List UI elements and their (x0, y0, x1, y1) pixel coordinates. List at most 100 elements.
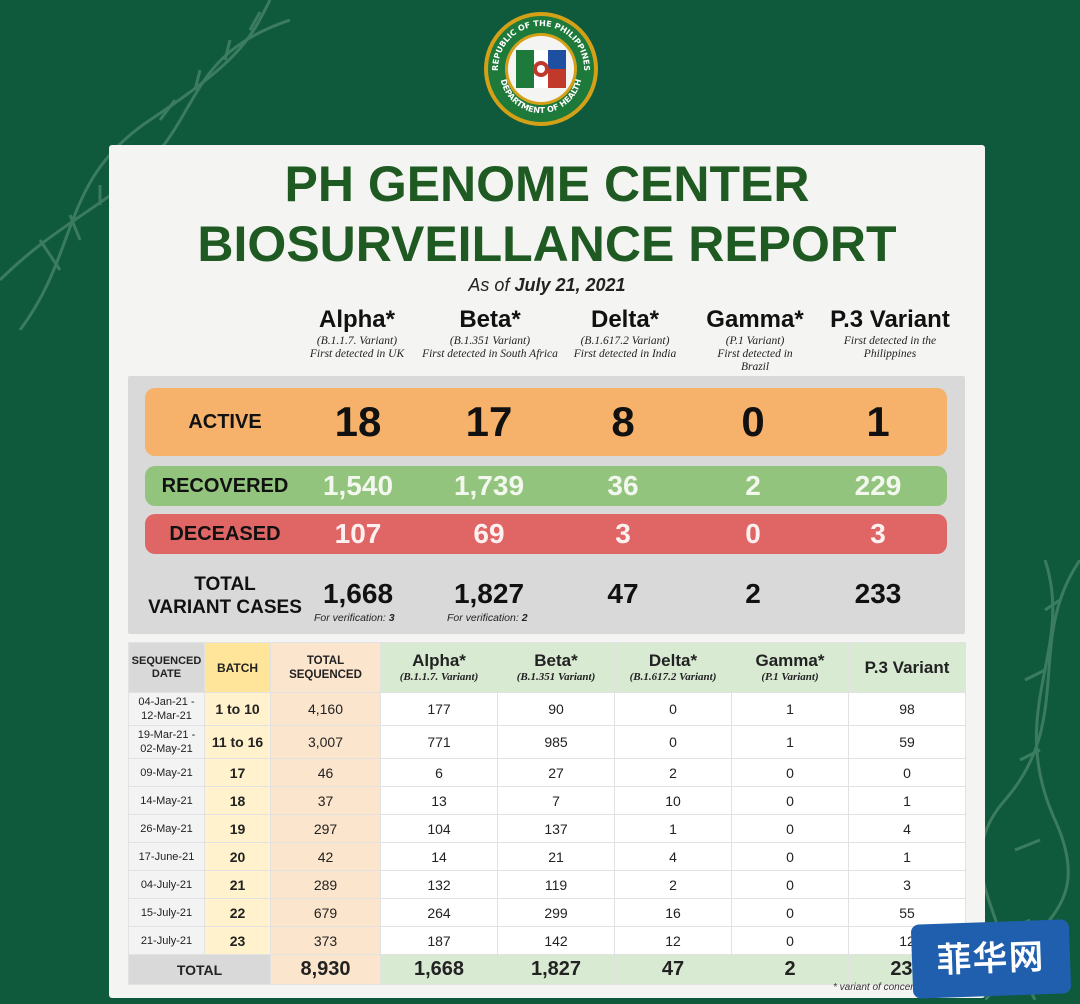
header-variant-lineage: (B.1.1.7. Variant) (399, 671, 479, 683)
cell-batch: 22 (204, 898, 271, 927)
recovered-row: RECOVERED 1,540 1,739 36 2 229 (145, 466, 947, 506)
header-batch: BATCH (204, 642, 271, 693)
cell-alpha: 6 (380, 758, 498, 787)
deceased-beta: 69 (473, 518, 505, 549)
table-row: 19-Mar-21 -02-May-21 11 to 16 3,007 771 … (128, 725, 966, 759)
cell-batch: 19 (204, 814, 271, 843)
site-watermark-logo: 菲华网 (910, 919, 1072, 999)
cell-p3: 1 (848, 786, 966, 815)
cell-total: 679 (270, 898, 381, 927)
deceased-gamma: 0 (745, 518, 761, 549)
date-line1: 04-Jan-21 - (138, 696, 195, 708)
summary-panel: ACTIVE 18 17 8 0 1 RECOVERED 1,540 1,739… (128, 376, 965, 634)
cell-gamma: 0 (731, 814, 849, 843)
variant-name: Delta* (590, 306, 660, 333)
table-row: 26-May-21 19 297 104 137 1 0 4 (128, 814, 966, 843)
totals-beta: 1,827 (497, 954, 615, 985)
cell-delta: 16 (614, 898, 732, 927)
cell-alpha: 771 (380, 725, 498, 759)
table-row: 21-July-21 23 373 187 142 12 0 12 (128, 926, 966, 955)
table-row: 09-May-21 17 46 6 27 2 0 0 (128, 758, 966, 787)
totals-sequenced: 8,930 (270, 954, 381, 985)
cell-alpha: 104 (380, 814, 498, 843)
cell-alpha: 14 (380, 842, 498, 871)
cell-gamma: 0 (731, 926, 849, 955)
recovered-beta: 1,739 (453, 470, 525, 501)
header-total-line1: TOTAL (306, 654, 345, 667)
cell-beta: 299 (497, 898, 615, 927)
variant-lineage: (P.1 Variant) (725, 335, 785, 347)
alpha-verification-count: 3 (388, 612, 395, 624)
total-label-line1: TOTAL (194, 574, 256, 595)
date-line2: 12-Mar-21 (141, 710, 192, 722)
header-variant-lineage: (B.1.351 Variant) (516, 671, 596, 683)
cell-date: 14-May-21 (128, 786, 205, 815)
header-variant-name: P.3 Variant (864, 657, 950, 677)
cell-batch: 1 to 10 (204, 692, 271, 726)
cell-date: 26-May-21 (128, 814, 205, 843)
cell-delta: 1 (614, 814, 732, 843)
variant-lineage: (B.1.1.7. Variant) (316, 335, 398, 347)
variant-lineage: (B.1.617.2 Variant) (580, 335, 670, 347)
header-variant-name: Delta* (648, 651, 698, 670)
variant-name: Alpha* (318, 306, 395, 333)
recovered-p3: 229 (854, 470, 902, 501)
cell-date: 04-July-21 (128, 870, 205, 899)
alpha-verification-note: For verification: 3 (314, 612, 395, 624)
cell-total: 46 (270, 758, 381, 787)
report-card: PH GENOME CENTER BIOSURVEILLANCE REPORT … (109, 145, 985, 998)
variant-name: P.3 Variant (830, 306, 950, 333)
beta-verification-count: 2 (521, 612, 528, 624)
active-label: ACTIVE (188, 411, 262, 433)
cell-batch: 11 to 16 (204, 725, 271, 759)
cell-batch: 20 (204, 842, 271, 871)
header-variant-name: Alpha* (412, 651, 466, 670)
table-header-row: SEQUENCED DATE BATCH TOTAL SEQUENCED Alp… (128, 642, 966, 693)
header-date-line2: DATE (151, 667, 182, 680)
active-p3: 1 (866, 398, 890, 445)
cell-p3: 4 (848, 814, 966, 843)
cell-total: 37 (270, 786, 381, 815)
header-variant-name: Gamma* (755, 651, 825, 670)
variant-header-beta: Beta* (B.1.351 Variant) First detected i… (420, 305, 560, 361)
header-variant-lineage: (P.1 Variant) (761, 671, 819, 683)
cell-gamma: 0 (731, 786, 849, 815)
deceased-label: DECEASED (169, 523, 281, 545)
variant-origin: First detected in UK (309, 348, 405, 360)
cell-beta: 27 (497, 758, 615, 787)
cell-p3: 55 (848, 898, 966, 927)
cell-total: 297 (270, 814, 381, 843)
cell-beta: 21 (497, 842, 615, 871)
cell-delta: 10 (614, 786, 732, 815)
cell-total: 373 (270, 926, 381, 955)
cell-beta: 7 (497, 786, 615, 815)
voc-footnote: * variant of concern (VOC) (833, 982, 951, 993)
variant-name: Beta* (459, 306, 521, 333)
header-beta: Beta* (B.1.351 Variant) (497, 642, 615, 693)
cell-total: 42 (270, 842, 381, 871)
cell-date: 04-Jan-21 - 12-Mar-21 (128, 692, 205, 726)
active-alpha: 18 (334, 398, 382, 445)
active-gamma: 0 (741, 398, 765, 445)
cell-beta: 119 (497, 870, 615, 899)
cell-p3: 3 (848, 870, 966, 899)
recovered-delta: 36 (607, 470, 639, 501)
variant-origin: First detected in Brazil (717, 348, 793, 373)
deceased-row: DECEASED 107 69 3 0 3 (145, 514, 947, 554)
cell-alpha: 177 (380, 692, 498, 726)
cell-beta: 90 (497, 692, 615, 726)
as-of-prefix: As of (468, 275, 510, 295)
as-of-date: July 21, 2021 (514, 275, 626, 295)
date-line1: 19-Mar-21 - (137, 729, 196, 741)
cell-gamma: 0 (731, 842, 849, 871)
cell-p3: 98 (848, 692, 966, 726)
header-date-line1: SEQUENCED (131, 654, 202, 667)
batch-detail-table: SEQUENCED DATE BATCH TOTAL SEQUENCED Alp… (128, 642, 966, 985)
variant-lineage: (B.1.351 Variant) (449, 335, 531, 347)
cell-delta: 2 (614, 758, 732, 787)
total-gamma: 2 (745, 578, 761, 609)
cell-p3: 59 (848, 725, 966, 759)
table-row: 04-Jan-21 - 12-Mar-21 1 to 10 4,160 177 9… (128, 692, 966, 726)
totals-label: TOTAL (128, 954, 271, 985)
cell-date: 19-Mar-21 - 02-May-21 (128, 725, 205, 759)
